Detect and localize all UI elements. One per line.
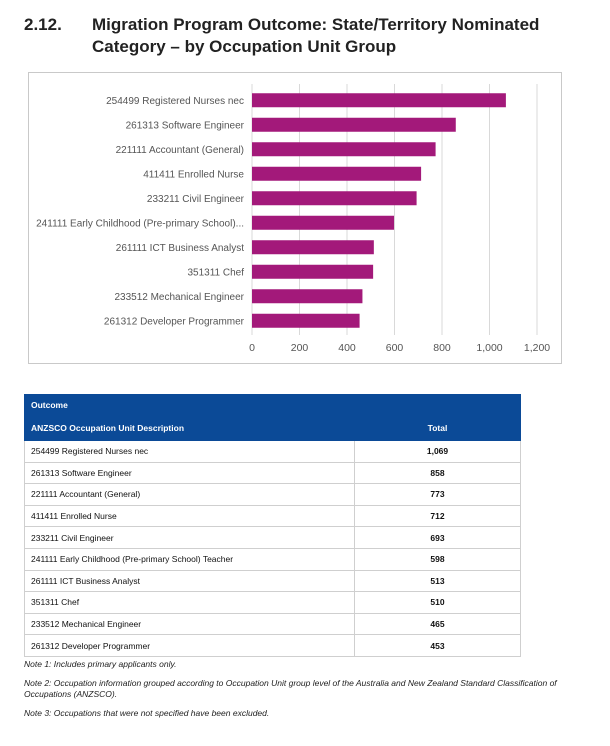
table-group-header-row: Outcome [24,394,521,416]
outcome-table: Outcome ANZSCO Occupation Unit Descripti… [24,394,521,657]
occupation-cell: 261111 ICT Business Analyst [24,569,355,593]
notes: Note 1: Includes primary applicants only… [24,659,564,727]
x-tick-label: 1,000 [476,342,502,354]
category-label: 241111 Early Childhood (Pre-primary Scho… [36,218,244,229]
section-title: Migration Program Outcome: State/Territo… [92,15,540,56]
note-1: Note 1: Includes primary applicants only… [24,659,177,669]
note-3: Note 3: Occupations that were not specif… [24,708,270,718]
category-label: 261111 ICT Business Analyst [116,243,244,254]
total-cell: 858 [354,461,521,485]
occupation-cell: 221111 Accountant (General) [24,483,355,506]
category-label: 233512 Mechanical Engineer [114,292,244,303]
category-label: 261312 Developer Programmer [104,316,245,327]
bar [252,117,456,132]
table-row: 351311 Chef 510 [24,591,521,614]
table-row: 411411 Enrolled Nurse 712 [24,504,521,528]
column-header-total: Total [354,415,521,441]
category-label: 254499 Registered Nurses nec [106,96,244,107]
table-column-header-row: ANZSCO Occupation Unit Description Total [24,415,521,441]
category-label: 261313 Software Engineer [126,120,245,131]
occupation-cell: 233512 Mechanical Engineer [24,612,355,636]
total-cell: 1,069 [354,440,521,463]
section-heading: 2.12. Migration Program Outcome: State/T… [24,14,594,58]
category-label: 221111 Accountant (General) [116,145,244,156]
bar [252,93,506,108]
bar [252,142,436,157]
bar [252,289,363,304]
bar [252,215,395,230]
x-tick-label: 0 [249,342,255,354]
bar [252,166,422,181]
total-cell: 712 [354,504,521,528]
table-row: 233211 Civil Engineer 693 [24,526,521,549]
note-2: Note 2: Occupation information grouped a… [24,678,557,699]
bar [252,264,374,279]
total-cell: 510 [354,591,521,614]
bar [252,313,360,328]
occupation-cell: 241111 Early Childhood (Pre-primary Scho… [24,547,355,571]
category-label: 351311 Chef [187,267,244,278]
table-row: 261312 Developer Programmer 453 [24,634,521,657]
occupation-cell: 261312 Developer Programmer [24,634,355,657]
category-label: 411411 Enrolled Nurse [143,169,244,180]
table-row: 241111 Early Childhood (Pre-primary Scho… [24,547,521,571]
x-tick-label: 800 [433,342,451,354]
x-tick-label: 1,200 [524,342,550,354]
total-cell: 773 [354,483,521,506]
category-label: 233211 Civil Engineer [147,194,245,205]
total-cell: 513 [354,569,521,593]
table-row: 261313 Software Engineer 858 [24,461,521,485]
table-row: 221111 Accountant (General) 773 [24,483,521,506]
bar-chart: 0 200 400 600 800 1,000 1,200 254499 Registered… [28,72,562,364]
table-row: 254499 Registered Nurses nec 1,069 [24,440,521,463]
x-tick-label: 400 [338,342,356,354]
total-cell: 453 [354,634,521,657]
x-tick-label: 200 [291,342,309,354]
chart-svg: 0 200 400 600 800 1,000 1,200 254499 Registered… [36,84,550,354]
occupation-cell: 233211 Civil Engineer [24,526,355,549]
column-header-description: ANZSCO Occupation Unit Description [24,415,355,441]
table-row: 233512 Mechanical Engineer 465 [24,612,521,636]
occupation-cell: 351311 Chef [24,591,355,614]
bar [252,191,417,206]
occupation-cell: 411411 Enrolled Nurse [24,504,355,528]
section-number: 2.12. [24,15,62,34]
occupation-cell: 261313 Software Engineer [24,461,355,485]
table-group-header: Outcome [24,394,521,416]
total-cell: 465 [354,612,521,636]
total-cell: 693 [354,526,521,549]
occupation-cell: 254499 Registered Nurses nec [24,440,355,463]
bar [252,240,374,255]
table-row: 261111 ICT Business Analyst 513 [24,569,521,593]
x-tick-label: 600 [386,342,404,354]
total-cell: 598 [354,547,521,571]
